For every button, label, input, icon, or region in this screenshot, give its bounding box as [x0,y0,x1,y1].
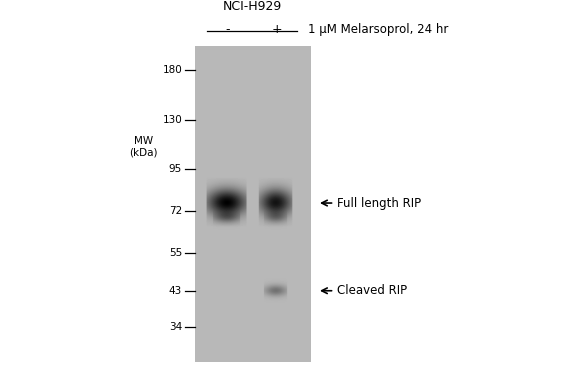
Text: 72: 72 [169,206,182,216]
Text: +: + [271,23,282,36]
Text: Cleaved RIP: Cleaved RIP [338,284,407,297]
Text: MW
(kDa): MW (kDa) [129,136,158,157]
Text: Full length RIP: Full length RIP [338,197,421,209]
Text: 55: 55 [169,248,182,258]
Text: NCI-H929: NCI-H929 [222,0,282,13]
Text: 34: 34 [169,322,182,332]
Bar [196,46,311,363]
Text: -: - [225,23,229,36]
Text: 130: 130 [162,115,182,125]
Text: 1 μM Melarsoprol, 24 hr: 1 μM Melarsoprol, 24 hr [308,23,449,36]
Text: 180: 180 [162,65,182,75]
Text: 95: 95 [169,164,182,174]
Text: 43: 43 [169,286,182,296]
